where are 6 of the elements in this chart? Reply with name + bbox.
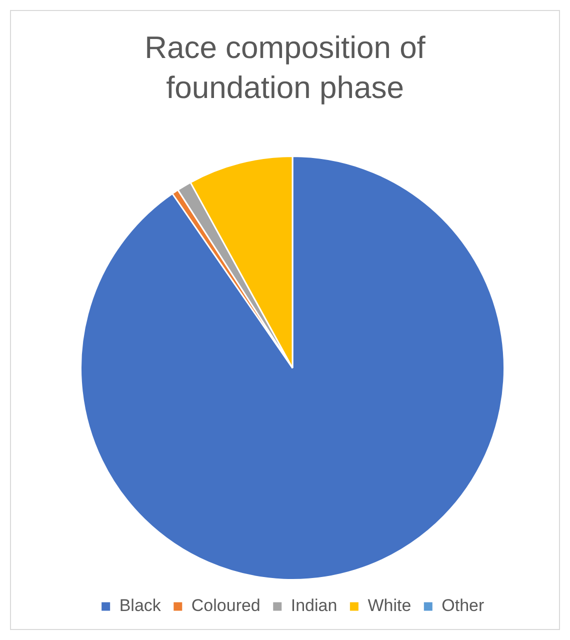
legend-label: Coloured (191, 596, 260, 616)
legend-label: Black (119, 596, 162, 616)
legend-label: White (368, 596, 412, 616)
legend-label: Other (442, 596, 485, 616)
legend-label: Indian (290, 596, 338, 616)
chart-title: Race composition of foundation phase (144, 29, 426, 107)
